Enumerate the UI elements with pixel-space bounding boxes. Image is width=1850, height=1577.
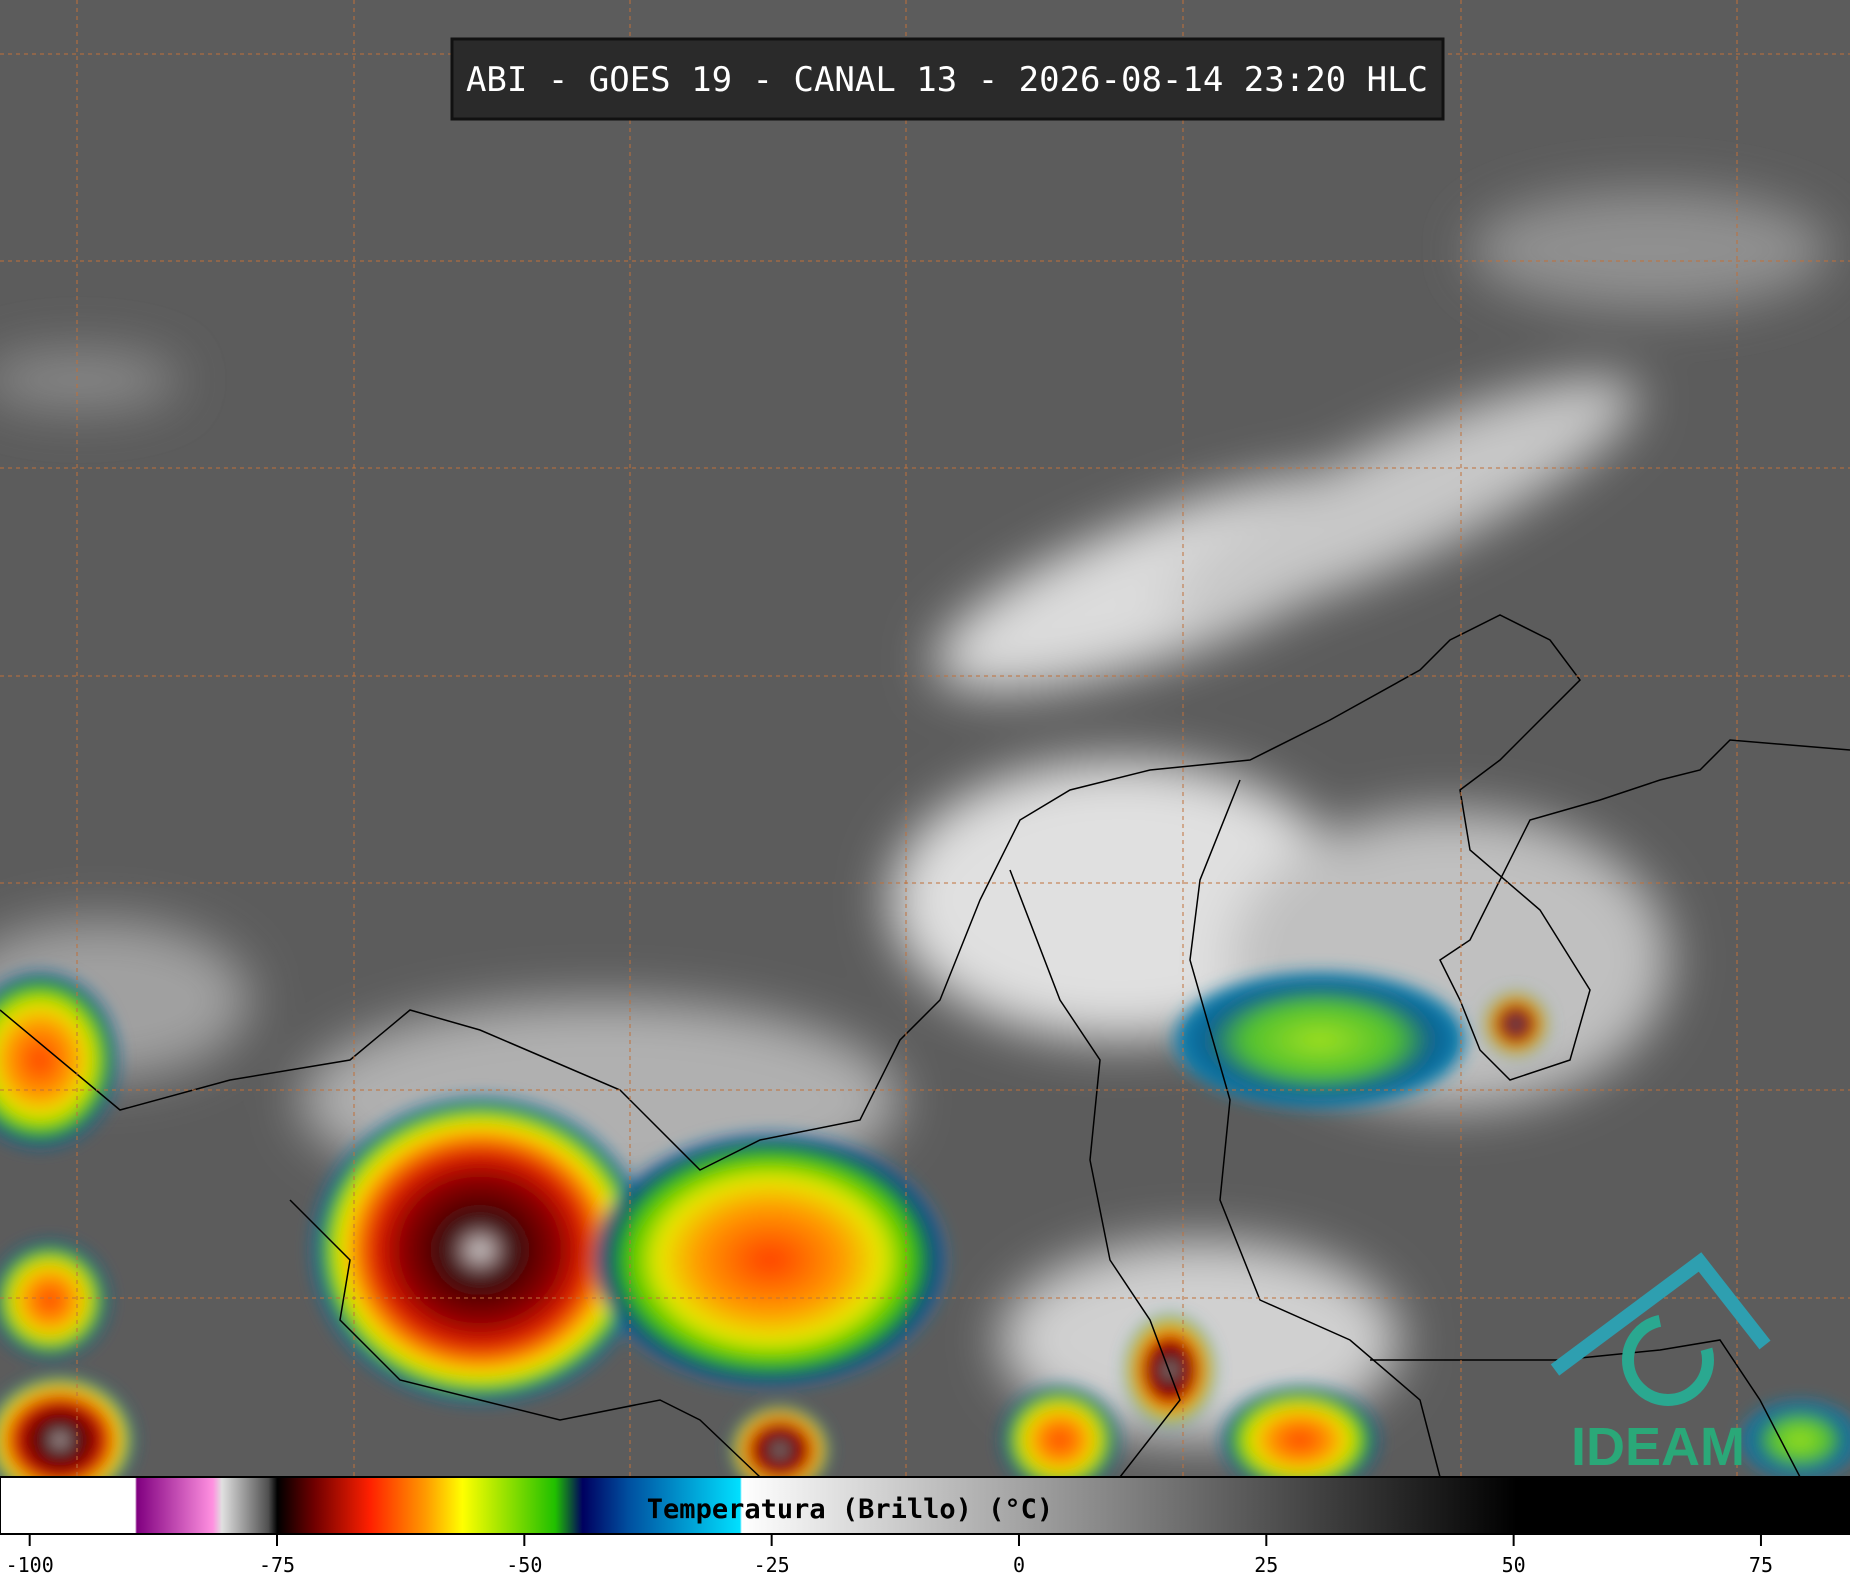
colorbar-tick-label: -100 (6, 1553, 54, 1577)
logo-swirl (1622, 1314, 1714, 1406)
logo-text: IDEAM (1571, 1417, 1745, 1477)
logo-roof (1550, 1252, 1771, 1376)
title: ABI - GOES 19 - CANAL 13 - 2026-08-14 23… (466, 60, 1428, 100)
convective-cells (0, 970, 1850, 1505)
colorbar-tick-label: 50 (1502, 1553, 1526, 1577)
colorbar (0, 1476, 1850, 1535)
clouds (0, 190, 1830, 1440)
colorbar-label: Temperatura (Brillo) (°C) (647, 1494, 1053, 1525)
colorbar-tick-label: -75 (259, 1553, 295, 1577)
colorbar-tick-label: 25 (1254, 1553, 1278, 1577)
colorbar-tick-label: 75 (1749, 1553, 1773, 1577)
colorbar-tick-label: -50 (506, 1553, 542, 1577)
graticule (0, 0, 1850, 1477)
colorbar-tick-label: -25 (754, 1553, 790, 1577)
title-box (450, 37, 1445, 121)
colorbar-tick-label: 0 (1013, 1553, 1025, 1577)
logo: IDEAM (1550, 1252, 1771, 1477)
borders (0, 614, 1850, 1478)
